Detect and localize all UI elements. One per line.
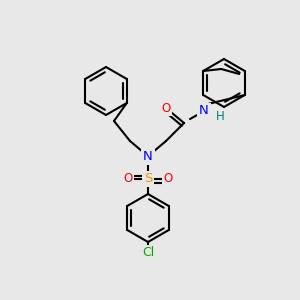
Text: Cl: Cl (142, 247, 154, 260)
Text: O: O (161, 101, 171, 115)
Text: O: O (164, 172, 172, 185)
Text: O: O (123, 172, 133, 185)
Text: N: N (143, 151, 153, 164)
Text: S: S (144, 172, 152, 185)
Text: H: H (216, 110, 224, 122)
Text: N: N (199, 104, 209, 118)
